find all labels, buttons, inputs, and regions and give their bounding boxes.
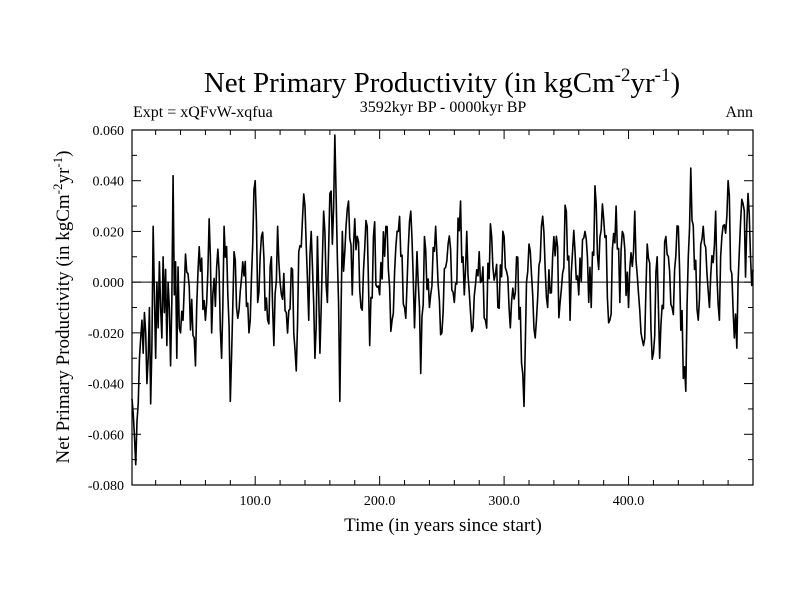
y-tick-label: -0.080 (88, 479, 124, 494)
y-tick-label: -0.020 (88, 327, 124, 342)
plot-frame (131, 129, 754, 486)
season-label: Ann (725, 104, 753, 121)
x-tick-label: 400.0 (613, 494, 645, 509)
y-axis-label: Net Primary Productivity (in kgCm-2yr-1) (50, 151, 74, 464)
x-axis-label: Time (in years since start) (344, 515, 542, 536)
chart-title: Net Primary Productivity (in kgCm-2yr-1) (204, 65, 680, 99)
npp-series-line (131, 134, 754, 466)
x-tick-label: 300.0 (488, 494, 520, 509)
y-tick-label: 0.020 (93, 225, 125, 240)
data-series (131, 134, 754, 466)
y-tick-label: 0.000 (93, 276, 125, 291)
x-tick-label: 100.0 (239, 494, 271, 509)
y-tick-label: -0.060 (88, 428, 124, 443)
y-tick-label: -0.040 (88, 378, 124, 393)
time-range-label: 3592kyr BP - 0000kyr BP (360, 99, 527, 116)
y-tick-label: 0.040 (93, 175, 125, 190)
y-tick-label: 0.060 (93, 124, 125, 139)
x-tick-label: 200.0 (364, 494, 396, 509)
axis-ticks: -0.080 -0.060 -0.040 -0.020 0.000 0.020 0.040 0… (88, 124, 753, 509)
experiment-label: Expt = xQFvW-xqfua (133, 104, 273, 121)
